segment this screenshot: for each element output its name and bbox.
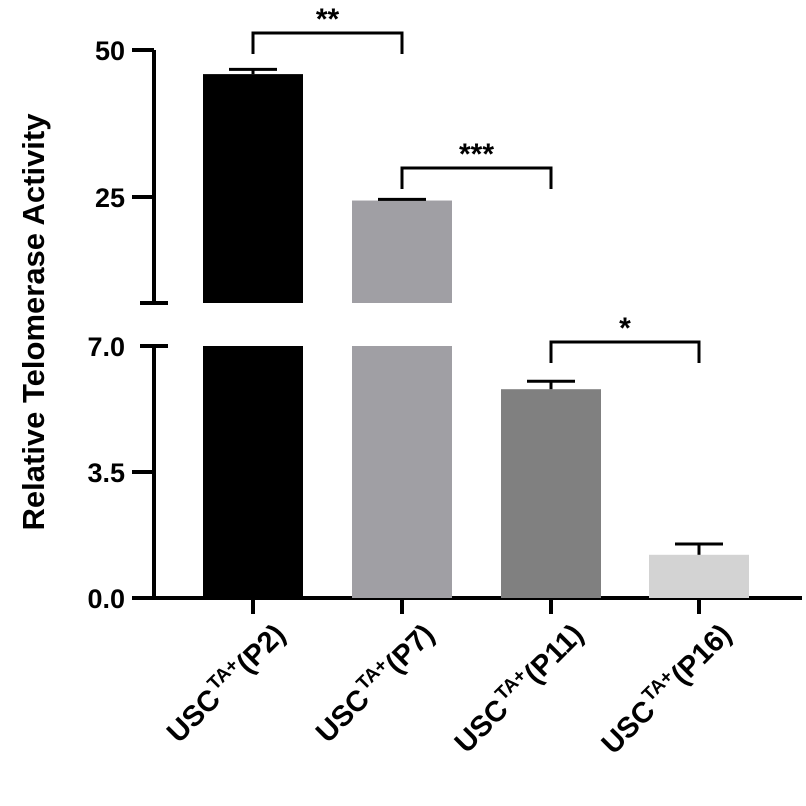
y-tick-label: 3.5 xyxy=(87,458,125,488)
significance-bracket xyxy=(251,31,404,54)
significance-label: *** xyxy=(459,138,494,171)
y-tick-label: 7.0 xyxy=(87,332,125,362)
y-tick-label: 0.0 xyxy=(87,584,125,614)
bar xyxy=(501,389,601,598)
bars xyxy=(203,67,749,598)
x-tick-label: USCTA+(P2) xyxy=(159,616,292,749)
significance-label: ** xyxy=(316,3,340,36)
y-axis-label: Relative Telomerase Activity xyxy=(16,113,51,531)
x-tick-label: USCTA+(P16) xyxy=(594,616,738,760)
y-axis-title: Relative Telomerase Activity xyxy=(16,113,51,531)
bar-lower-segment xyxy=(203,346,303,598)
x-tick-label: USCTA+(P11) xyxy=(447,616,590,759)
significance-label: * xyxy=(619,312,631,345)
significance-brackets: ****** xyxy=(251,3,701,363)
bar xyxy=(649,554,749,598)
x-tick-label: USCTA+(P7) xyxy=(308,616,441,749)
bar-upper-segment xyxy=(352,200,452,303)
y-tick-label: 25 xyxy=(95,183,125,213)
x-axis-labels: USCTA+(P2)USCTA+(P7)USCTA+(P11)USCTA+(P1… xyxy=(159,616,738,760)
significance-bracket xyxy=(400,166,553,189)
y-tick-label: 50 xyxy=(95,36,125,66)
significance-bracket xyxy=(549,340,701,363)
bar-lower-segment xyxy=(352,346,452,598)
bar-upper-segment xyxy=(203,74,303,303)
